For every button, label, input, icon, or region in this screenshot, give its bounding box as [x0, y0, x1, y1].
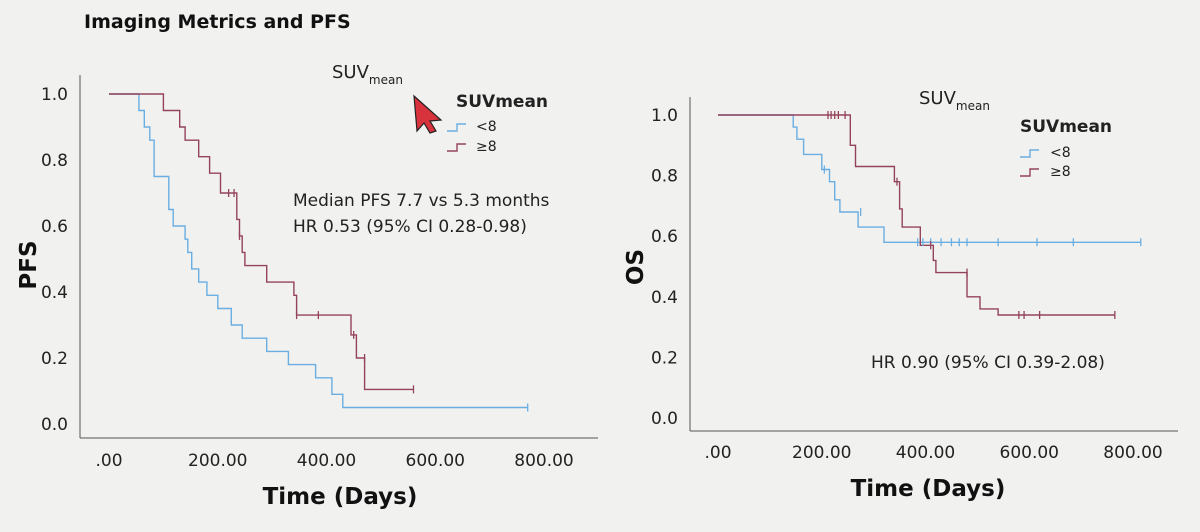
y-tick-label: 1.0	[651, 106, 678, 126]
x-tick-label: 200.00	[188, 451, 247, 471]
y-tick-label: 0.8	[651, 167, 678, 187]
y-axis-title: PFS	[16, 240, 42, 289]
mouse-pointer-icon	[413, 94, 443, 134]
y-axis-title: OS	[623, 249, 649, 285]
hr-annotation: HR 0.53 (95% CI 0.28-0.98)	[293, 217, 527, 237]
x-axis-title: Time (Days)	[263, 484, 418, 510]
chart-title-main: SUV	[332, 62, 370, 83]
x-ticks: .00 200.00 400.00 600.00 800.00	[704, 443, 1162, 463]
os-chart: 0.0 0.2 0.4 0.6 0.8 1.0 .00 200.00 400.00 600.00…	[623, 88, 1178, 502]
hr-annotation: HR 0.90 (95% CI 0.39-2.08)	[871, 353, 1105, 373]
x-tick-label: 600.00	[1000, 443, 1059, 463]
y-tick-label: 0.2	[41, 349, 68, 369]
censor-marks	[227, 189, 529, 412]
legend-swatch-ge8	[1020, 168, 1039, 177]
legend-swatch-lt8	[447, 123, 466, 132]
y-tick-label: 0.4	[41, 283, 68, 303]
chart-title-sub: mean	[369, 73, 403, 87]
y-tick-label: 0.6	[651, 227, 678, 247]
chart-title: SUVmean	[332, 62, 403, 87]
y-ticks: 0.0 0.2 0.4 0.6 0.8 1.0	[41, 85, 68, 435]
legend-swatch-lt8	[1020, 149, 1039, 158]
legend-label-ge8: ≥8	[476, 139, 497, 155]
legend-title: SUVmean	[456, 92, 548, 112]
series-line-lt8	[109, 93, 528, 409]
x-tick-label: 800.00	[1103, 443, 1162, 463]
x-tick-label: .00	[704, 443, 731, 463]
y-tick-label: 0.0	[41, 415, 68, 435]
y-tick-label: 0.0	[651, 409, 678, 429]
legend-swatch-ge8	[447, 143, 466, 152]
legend-title: SUVmean	[1020, 117, 1112, 137]
chart-title-sub: mean	[956, 99, 990, 113]
x-tick-label: 200.00	[792, 443, 851, 463]
pfs-chart: 0.0 0.2 0.4 0.6 0.8 1.0 .00 200.00 400.00 600.00…	[16, 62, 598, 510]
x-tick-label: 800.00	[514, 451, 573, 471]
y-tick-label: 0.8	[41, 151, 68, 171]
y-tick-label: 0.6	[41, 217, 68, 237]
x-axis-title: Time (Days)	[851, 476, 1006, 502]
chart-title-main: SUV	[919, 88, 957, 109]
series-lines	[109, 93, 528, 409]
x-tick-label: 600.00	[406, 451, 465, 471]
x-ticks: .00 200.00 400.00 600.00 800.00	[95, 451, 573, 471]
y-tick-label: 0.4	[651, 288, 678, 308]
series-line-ge8	[109, 93, 414, 391]
series-line-ge8	[718, 114, 1115, 316]
series-line-lt8	[718, 114, 1141, 243]
y-tick-label: 1.0	[41, 85, 68, 105]
page-title: Imaging Metrics and PFS	[84, 11, 351, 33]
y-ticks: 0.0 0.2 0.4 0.6 0.8 1.0	[651, 106, 678, 429]
median-pfs-annotation: Median PFS 7.7 vs 5.3 months	[293, 191, 550, 211]
chart-title: SUVmean	[919, 88, 990, 113]
legend-label-ge8: ≥8	[1050, 164, 1071, 180]
x-tick-label: 400.00	[896, 443, 955, 463]
y-tick-label: 0.2	[651, 348, 678, 368]
x-tick-label: 400.00	[297, 451, 356, 471]
series-lines	[718, 114, 1141, 316]
x-tick-label: .00	[95, 451, 122, 471]
legend-label-lt8: <8	[476, 119, 497, 135]
legend-label-lt8: <8	[1050, 145, 1071, 161]
censor-marks	[823, 111, 1142, 319]
